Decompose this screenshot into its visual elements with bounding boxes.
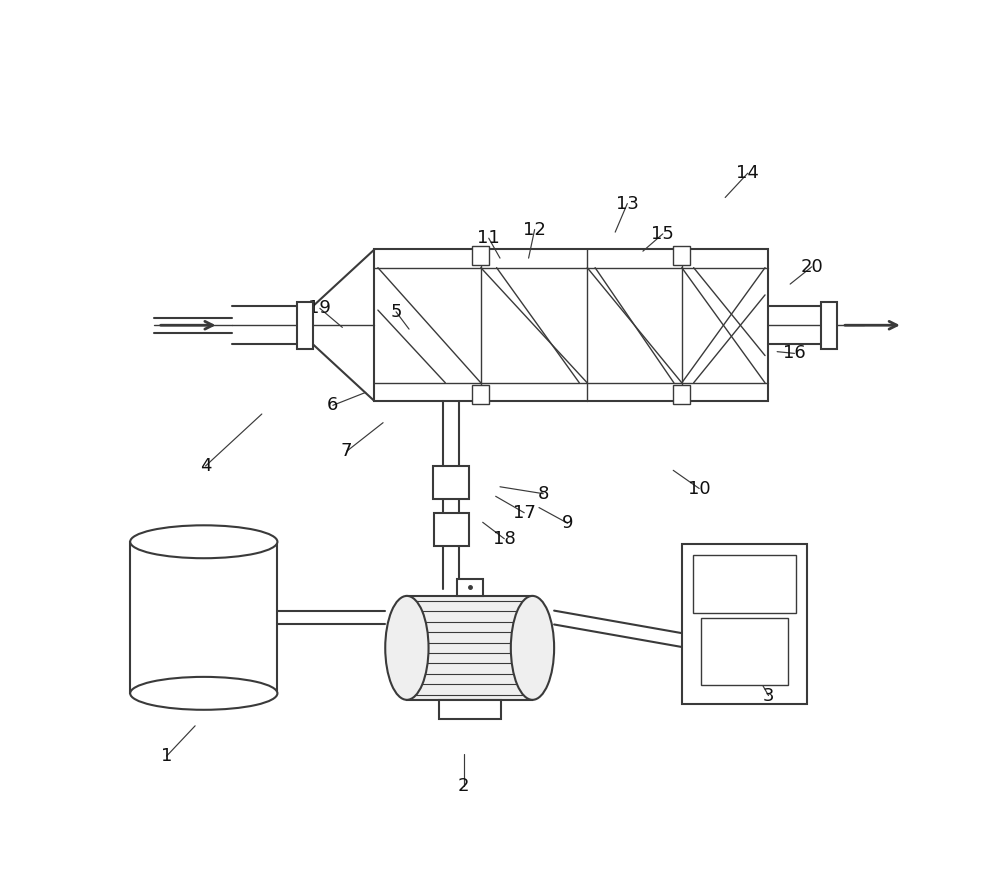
Bar: [821, 302, 837, 348]
Text: 9: 9: [562, 514, 573, 532]
Bar: [434, 513, 469, 546]
Bar: [297, 302, 313, 348]
Ellipse shape: [511, 596, 554, 700]
Bar: [130, 542, 277, 693]
Bar: [701, 618, 788, 686]
Text: 20: 20: [800, 258, 823, 275]
Text: 18: 18: [493, 530, 516, 547]
Bar: [457, 578, 483, 596]
Text: 5: 5: [390, 303, 402, 321]
Text: 7: 7: [341, 443, 352, 460]
Ellipse shape: [130, 677, 277, 710]
Bar: [673, 385, 690, 404]
Text: 19: 19: [308, 299, 331, 318]
Text: 6: 6: [327, 396, 339, 414]
Text: 17: 17: [513, 503, 536, 522]
Text: 4: 4: [200, 457, 211, 475]
Bar: [374, 249, 768, 401]
Text: 14: 14: [736, 165, 759, 182]
Bar: [439, 700, 501, 719]
Text: 8: 8: [538, 485, 549, 502]
Text: 2: 2: [458, 777, 469, 796]
Text: 15: 15: [651, 225, 674, 243]
Text: 13: 13: [616, 194, 639, 213]
Ellipse shape: [385, 596, 429, 700]
Bar: [693, 555, 796, 612]
Bar: [472, 385, 489, 404]
Bar: [673, 246, 690, 265]
Bar: [682, 544, 807, 704]
Text: 10: 10: [688, 480, 711, 497]
Bar: [433, 466, 469, 499]
Text: 16: 16: [783, 344, 806, 363]
Text: 12: 12: [523, 221, 546, 238]
Text: 1: 1: [161, 747, 172, 765]
Ellipse shape: [130, 525, 277, 558]
Bar: [407, 596, 532, 700]
Text: 11: 11: [477, 229, 500, 247]
Bar: [472, 246, 489, 265]
Text: 3: 3: [763, 686, 774, 705]
